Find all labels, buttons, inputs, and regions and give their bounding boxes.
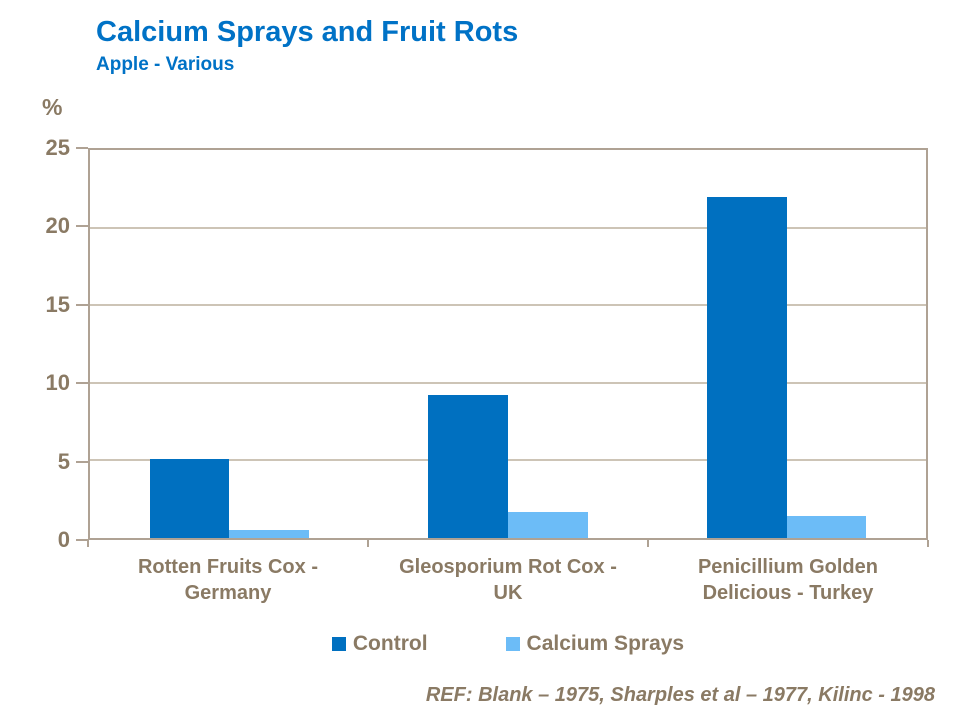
legend-swatch-icon <box>331 636 346 651</box>
y-tick-label-25: 25 <box>45 135 70 160</box>
y-tick-mark-0 <box>76 539 88 541</box>
bar-calcium-sprays-1 <box>508 511 588 538</box>
y-tick-mark-25 <box>76 147 88 149</box>
legend-swatch-icon <box>505 636 520 651</box>
legend-item-calcium-sprays: Calcium Sprays <box>505 632 685 655</box>
legend: Control Calcium Sprays <box>88 633 928 654</box>
gridline-5 <box>90 459 926 462</box>
y-tick-label-0: 0 <box>57 527 70 552</box>
y-axis-tick-labels: 0 5 10 15 20 25 <box>0 137 70 551</box>
gridline-20 <box>90 226 926 229</box>
category-label-0: Rotten Fruits Cox - Germany <box>137 556 318 604</box>
category-label-2: Penicillium Golden Delicious - Turkey <box>697 556 878 604</box>
x-boundary-tick-3 <box>927 540 929 547</box>
x-boundary-tick-0 <box>87 540 89 547</box>
bar-control-2 <box>707 196 787 538</box>
bar-control-1 <box>428 395 508 538</box>
chart-title: Calcium Sprays and Fruit Rots <box>96 16 519 48</box>
bar-calcium-sprays-2 <box>786 516 867 538</box>
gridline-10 <box>90 381 926 384</box>
y-tick-mark-15 <box>76 303 88 306</box>
y-tick-mark-5 <box>76 460 88 463</box>
y-tick-label-5: 5 <box>57 448 70 474</box>
x-axis-category-labels: Rotten Fruits Cox - Germany Gleosporium R… <box>88 554 928 606</box>
y-tick-label-15: 15 <box>45 291 70 317</box>
plot-area <box>88 148 928 540</box>
x-boundary-tick-2 <box>646 540 649 547</box>
category-label-1: Gleosporium Rot Cox - UK <box>399 556 617 604</box>
y-axis-tick-marks <box>76 147 88 541</box>
chart-subtitle: Apple - Various <box>96 54 235 75</box>
bar-calcium-sprays-0 <box>229 530 309 538</box>
y-tick-mark-10 <box>76 382 88 385</box>
y-axis-unit-label: % <box>42 94 63 120</box>
y-tick-mark-20 <box>76 225 88 228</box>
gridline-15 <box>90 304 926 307</box>
x-boundary-tick-1 <box>366 540 369 547</box>
y-tick-label-10: 10 <box>45 370 70 396</box>
bar-control-0 <box>149 458 230 538</box>
reference-text: REF: Blank – 1975, Sharples et al – 1977… <box>425 684 935 706</box>
legend-label: Control <box>352 632 428 655</box>
legend-label: Calcium Sprays <box>526 632 685 655</box>
y-tick-label-20: 20 <box>45 213 70 239</box>
legend-item-control: Control <box>331 632 428 655</box>
x-axis-tick-marks <box>87 540 929 547</box>
